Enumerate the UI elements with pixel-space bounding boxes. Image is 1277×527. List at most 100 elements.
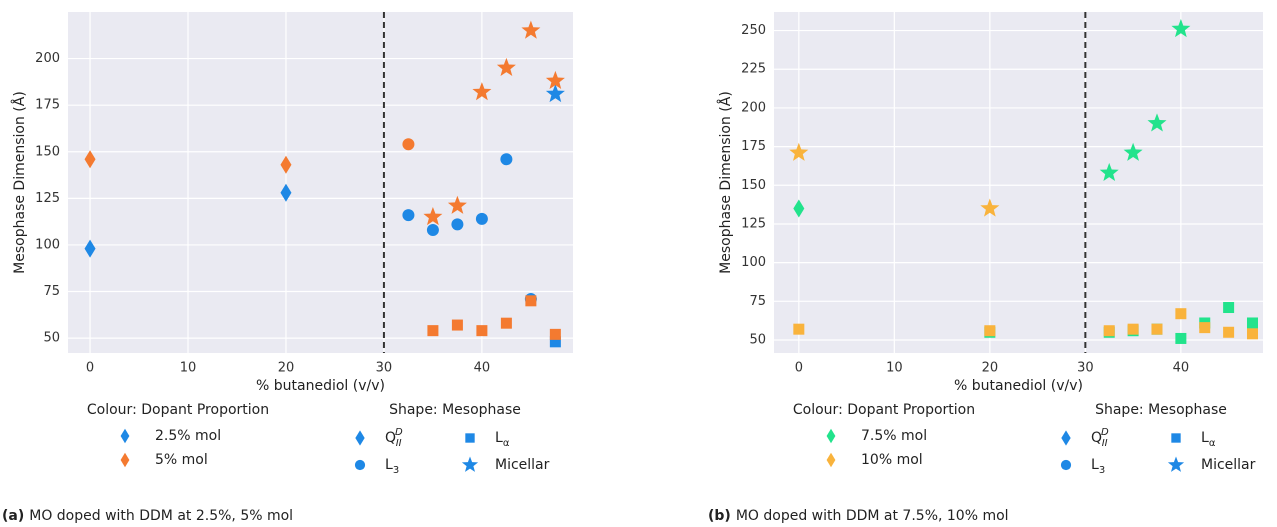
x-axis-label: % butanediol (v/v) (256, 378, 385, 394)
legend-label: Micellar (1201, 457, 1256, 473)
star-marker (1099, 162, 1119, 181)
legend-label: Lα (495, 430, 510, 449)
label-sub: α (1209, 438, 1216, 449)
square-marker (549, 336, 561, 348)
square-marker (1127, 323, 1139, 335)
square-marker (1151, 323, 1163, 335)
star-marker (1171, 19, 1191, 38)
y-tick-label: 175 (35, 98, 60, 113)
y-tick-label: 125 (35, 191, 60, 206)
y-tick-label: 225 (741, 62, 766, 77)
x-tick-label: 20 (278, 361, 295, 376)
circle-marker (1060, 459, 1072, 471)
y-tick-label: 50 (43, 331, 60, 346)
legend-title: Colour: Dopant Proportion (87, 402, 269, 418)
caption-text: MO doped with DDM at 7.5%, 10% mol (736, 508, 1009, 524)
square-marker (793, 323, 805, 335)
diamond-marker (84, 150, 96, 169)
circle-marker (451, 218, 464, 231)
star-marker (447, 195, 467, 214)
legend-label: 5% mol (155, 452, 208, 468)
legend-label: QD II (1091, 427, 1109, 449)
legend-label: L3 (385, 457, 399, 476)
legend-label: L3 (1091, 457, 1105, 476)
star-marker (461, 456, 479, 472)
caption-label: (b) (708, 508, 731, 524)
caption-label: (a) (2, 508, 24, 524)
y-tick-label: 100 (35, 237, 60, 252)
plot-area (68, 12, 573, 353)
label-sub: 3 (393, 465, 399, 476)
x-tick-label: 30 (376, 361, 393, 376)
label-sub: II (1102, 438, 1108, 449)
square-marker (451, 319, 463, 331)
x-tick-label: 10 (180, 361, 197, 376)
legend-label: 10% mol (861, 452, 923, 468)
star-marker (472, 82, 492, 101)
label-base: L (495, 430, 503, 446)
label-base: Micellar (1201, 457, 1256, 473)
square-marker (465, 433, 475, 443)
label-sub: 3 (1099, 465, 1105, 476)
label-sup: D (395, 427, 403, 438)
caption-text: MO doped with DDM at 2.5%, 5% mol (29, 508, 293, 524)
square-marker (549, 328, 561, 340)
x-tick-label: 0 (795, 361, 803, 376)
x-tick-label: 20 (982, 361, 999, 376)
star-marker (423, 207, 443, 226)
legend-title: Colour: Dopant Proportion (793, 402, 975, 418)
diamond-marker (280, 183, 292, 202)
diamond-marker (84, 239, 96, 258)
y-tick-label: 150 (741, 178, 766, 193)
square-marker (1246, 317, 1258, 329)
label-base: Q (385, 430, 396, 446)
x-tick-label: 30 (1077, 361, 1094, 376)
legend-title: Shape: Mesophase (389, 402, 521, 418)
label-base: L (385, 457, 393, 473)
circle-marker (500, 153, 513, 166)
label-base: Micellar (495, 457, 550, 473)
label-sub: α (503, 438, 510, 449)
x-tick-label: 0 (86, 361, 94, 376)
x-axis-label: % butanediol (v/v) (954, 378, 1083, 394)
y-tick-label: 150 (35, 144, 60, 159)
diamond-marker (355, 430, 365, 446)
diamond-marker (826, 428, 836, 444)
x-tick-label: 40 (474, 361, 491, 376)
star-marker (545, 84, 565, 103)
star-marker (545, 70, 565, 89)
square-marker (525, 295, 537, 307)
legend-title: Shape: Mesophase (1095, 402, 1227, 418)
square-marker (1171, 433, 1181, 443)
diamond-marker (793, 199, 805, 218)
y-tick-label: 50 (749, 333, 766, 348)
y-tick-label: 200 (35, 51, 60, 66)
star-marker (521, 20, 541, 39)
y-tick-label: 175 (741, 139, 766, 154)
square-marker (1223, 326, 1235, 338)
star-marker (789, 142, 809, 161)
y-tick-label: 200 (741, 100, 766, 115)
legend-label: Lα (1201, 430, 1216, 449)
diamond-marker (120, 452, 130, 468)
y-tick-label: 75 (43, 284, 60, 299)
circle-marker (402, 209, 415, 222)
label-sup: D (1101, 427, 1109, 438)
square-marker (1175, 308, 1187, 320)
diamond-marker (1061, 430, 1071, 446)
caption: (a) MO doped with DDM at 2.5%, 5% mol (2, 508, 293, 524)
star-marker (496, 57, 516, 76)
square-marker (1103, 325, 1115, 337)
diamond-marker (280, 155, 292, 174)
label-base: Q (1091, 430, 1102, 446)
caption: (b) MO doped with DDM at 7.5%, 10% mol (708, 508, 1009, 524)
circle-marker (426, 224, 439, 237)
label-sub: II (396, 438, 402, 449)
square-marker (500, 317, 512, 329)
star-marker (1167, 456, 1185, 472)
square-marker (476, 325, 488, 337)
circle-marker (354, 459, 366, 471)
star-marker (1147, 113, 1167, 132)
circle-marker (475, 212, 488, 225)
